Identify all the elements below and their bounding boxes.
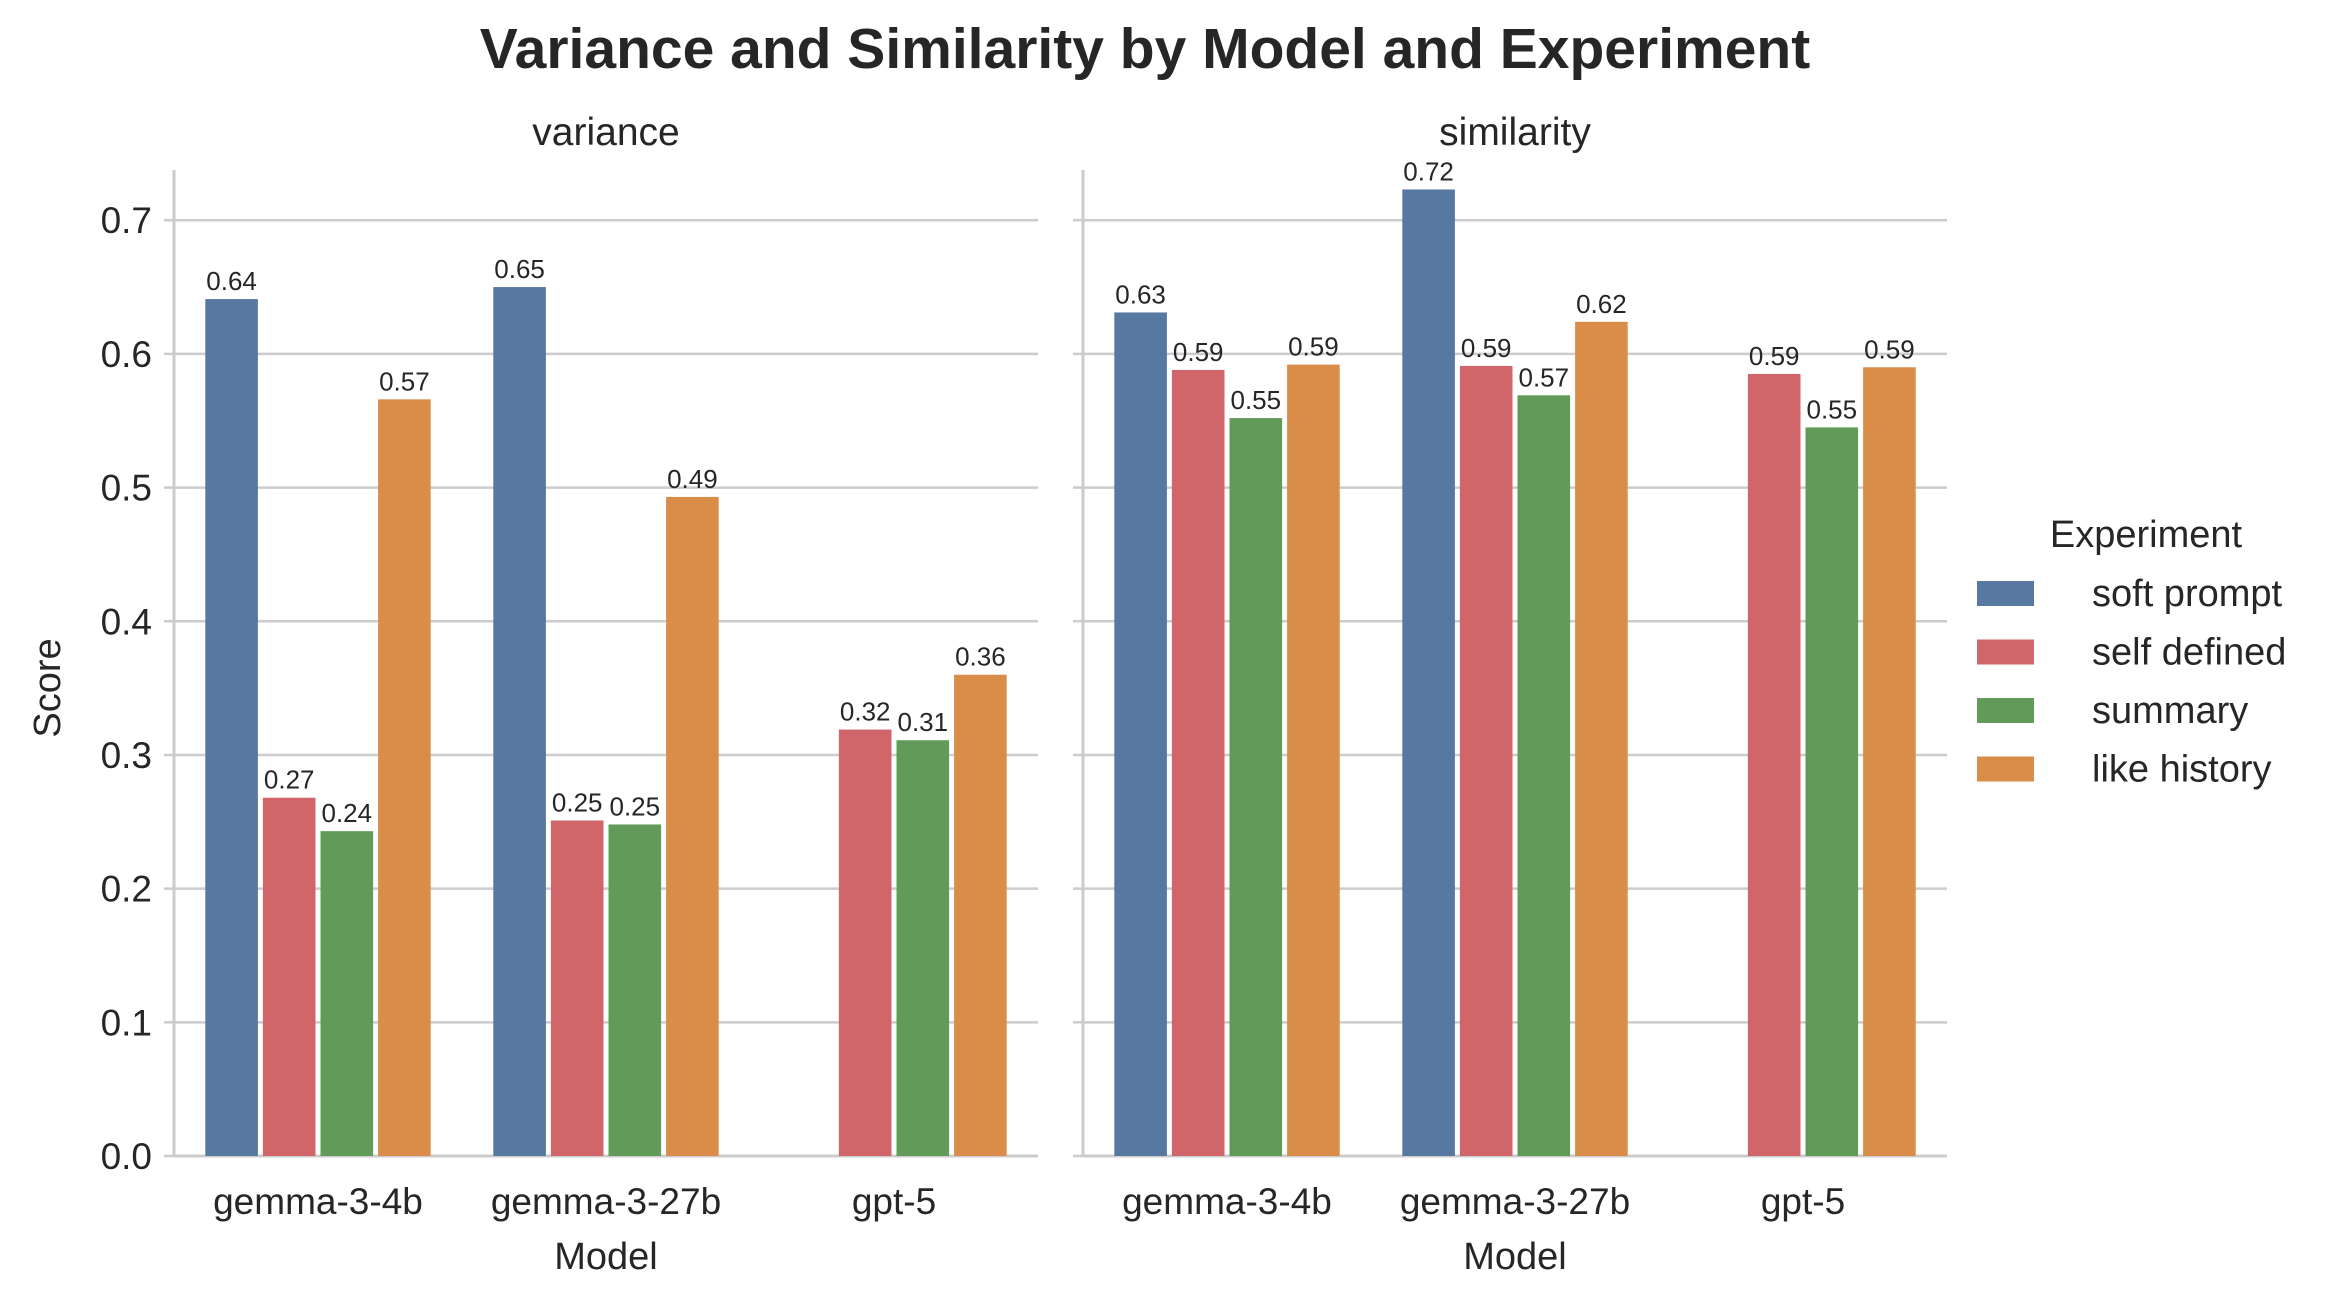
panel-title: similarity (1439, 111, 1591, 154)
bar-like-history-gemma-3-27b (666, 496, 719, 1156)
bar-like-history-gemma-3-4b (1287, 364, 1340, 1156)
bar-value-label: 0.55 (1806, 394, 1857, 424)
x-tick-label: gpt-5 (1761, 1181, 1845, 1222)
bar-self-defined-gpt-5 (1747, 373, 1801, 1156)
bar-self-defined-gemma-3-4b (262, 797, 316, 1156)
legend-swatch-self-defined (1977, 639, 2034, 665)
bar-self-defined-gpt-5 (838, 729, 892, 1156)
y-tick-label: 0.6 (101, 334, 152, 375)
x-tick-label: gemma-3-27b (1400, 1181, 1630, 1222)
bar-value-label: 0.59 (1749, 341, 1800, 371)
y-tick-label: 0.0 (101, 1136, 152, 1177)
chart-title: Variance and Similarity by Model and Exp… (480, 17, 1810, 81)
y-tick-label: 0.1 (101, 1002, 152, 1043)
panel-similarity: similarity0.630.590.550.59gemma-3-4b0.72… (1073, 111, 1947, 1278)
bar-self-defined-gemma-3-27b (550, 820, 604, 1156)
bar-value-label: 0.31 (897, 707, 948, 737)
bar-value-label: 0.63 (1115, 279, 1166, 309)
bar-summary-gemma-3-27b (608, 824, 662, 1156)
panels: 0.0 0.1 0.2 0.3 0.4 0.5 0.6 0.7 variance 0.64 0.27… (101, 111, 1947, 1278)
x-tick-label: gemma-3-4b (213, 1181, 423, 1222)
bar-value-label: 0.57 (1518, 362, 1569, 392)
legend-title: Experiment (2050, 514, 2243, 556)
bar-value-label: 0.59 (1288, 332, 1339, 362)
panel-variance: 0.0 0.1 0.2 0.3 0.4 0.5 0.6 0.7 variance 0.64 0.27… (101, 111, 1038, 1278)
y-tick-label: 0.4 (101, 601, 152, 642)
bar-value-label: 0.59 (1461, 333, 1512, 363)
y-tick-label: 0.7 (101, 200, 152, 241)
bar-value-label: 0.49 (667, 464, 718, 494)
bar-soft-prompt-gemma-3-4b (1114, 312, 1167, 1156)
bar-value-label: 0.27 (264, 765, 315, 795)
bar-value-label: 0.72 (1403, 156, 1454, 186)
bar-self-defined-gemma-3-4b (1171, 369, 1225, 1156)
bar-value-label: 0.59 (1864, 334, 1915, 364)
bar-like-history-gpt-5 (954, 674, 1007, 1156)
bar-like-history-gemma-3-4b (378, 399, 431, 1156)
bar-summary-gpt-5 (896, 740, 950, 1156)
bar-soft-prompt-gemma-3-4b (205, 299, 258, 1156)
bar-value-label: 0.36 (955, 642, 1006, 672)
bar-like-history-gpt-5 (1863, 367, 1916, 1156)
legend-label-self-defined: self defined (2092, 632, 2286, 674)
legend: Experiment soft prompt self defined summar… (1977, 514, 2286, 791)
bar-self-defined-gemma-3-27b (1459, 365, 1513, 1156)
bar-value-label: 0.25 (609, 791, 660, 821)
bar-value-label: 0.62 (1576, 289, 1627, 319)
legend-swatch-summary (1977, 698, 2034, 723)
x-axis-label: Model (1463, 1236, 1567, 1278)
bar-value-label: 0.65 (494, 254, 545, 284)
y-tick-label: 0.2 (101, 869, 152, 910)
x-tick-label: gpt-5 (852, 1181, 936, 1222)
panel-title: variance (532, 111, 679, 154)
bar-value-label: 0.25 (552, 787, 603, 817)
x-tick-label: gemma-3-27b (491, 1181, 721, 1222)
bar-summary-gemma-3-27b (1517, 395, 1571, 1156)
bar-soft-prompt-gemma-3-27b (1402, 189, 1455, 1157)
bar-soft-prompt-gemma-3-27b (493, 287, 546, 1157)
legend-swatch-like-history (1977, 756, 2034, 782)
bar-value-label: 0.59 (1173, 337, 1224, 367)
bar-value-label: 0.64 (206, 266, 257, 296)
bar-like-history-gemma-3-27b (1575, 321, 1628, 1156)
legend-label-like-history: like history (2092, 749, 2272, 791)
y-axis-label: Score (27, 638, 69, 737)
bar-summary-gemma-3-4b (1229, 418, 1283, 1156)
y-tick-label: 0.3 (101, 735, 152, 776)
bar-value-label: 0.24 (321, 798, 372, 828)
legend-swatch-soft-prompt (1977, 581, 2034, 606)
bar-value-label: 0.32 (840, 697, 891, 727)
x-tick-label: gemma-3-4b (1122, 1181, 1332, 1222)
bar-summary-gpt-5 (1805, 427, 1859, 1157)
y-tick-label: 0.5 (101, 468, 152, 509)
x-axis-label: Model (554, 1236, 658, 1278)
legend-label-soft-prompt: soft prompt (2092, 573, 2283, 615)
bar-value-label: 0.55 (1230, 385, 1281, 415)
legend-label-summary: summary (2092, 690, 2248, 732)
bar-value-label: 0.57 (379, 366, 430, 396)
bar-summary-gemma-3-4b (320, 831, 374, 1156)
